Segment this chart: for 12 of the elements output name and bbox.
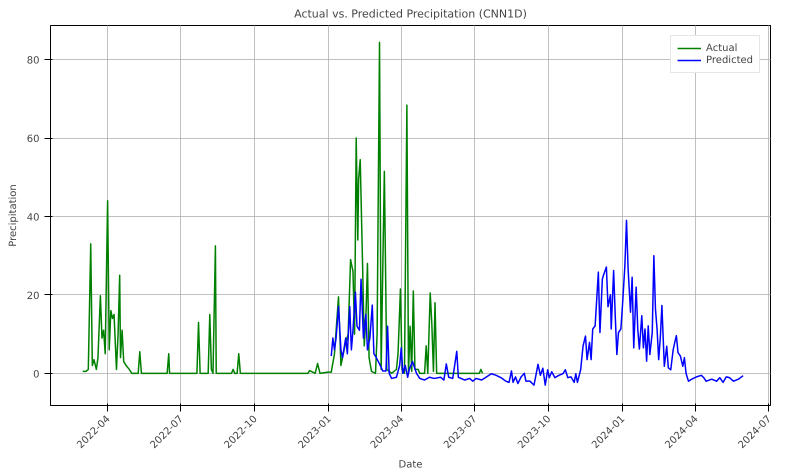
y-tick-label: 20 [26, 290, 40, 302]
chart-title: Actual vs. Predicted Precipitation (CNN1D) [294, 8, 527, 20]
y-tick-label: 0 [33, 369, 40, 380]
legend-label: Actual [706, 42, 738, 54]
y-tick-label: 80 [26, 56, 40, 67]
x-axis-title: Date [398, 460, 422, 471]
legend-label: Predicted [706, 54, 753, 66]
y-tick-label: 40 [26, 212, 40, 224]
line-series [82, 42, 484, 374]
y-tick-label: 60 [26, 134, 40, 146]
line-series [330, 220, 744, 386]
y-axis-title: Precipitation [8, 184, 19, 247]
